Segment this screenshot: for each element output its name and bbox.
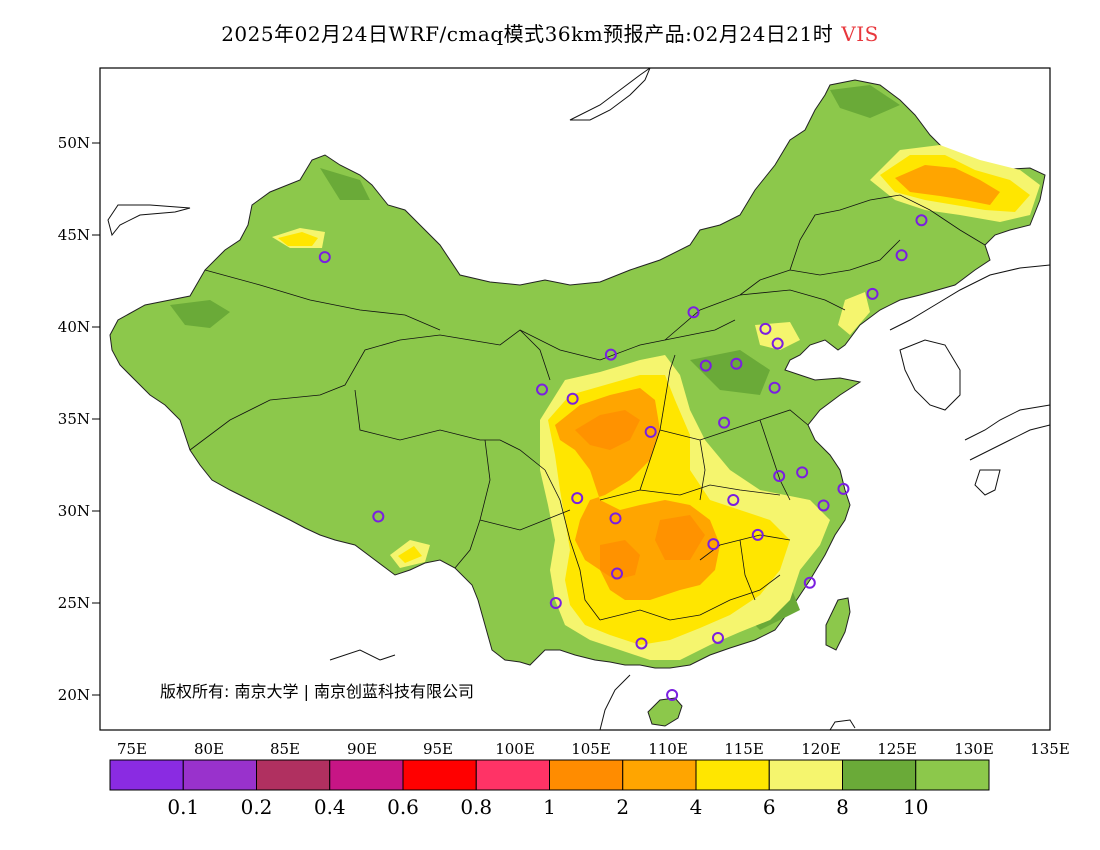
legend-swatch <box>622 759 697 791</box>
color-legend: 0.1 0.2 0.4 0.6 0.8 1 2 4 6 8 10 <box>109 759 990 819</box>
station-marker <box>707 538 720 551</box>
legend-label: 1 <box>543 795 556 819</box>
station-marker <box>837 482 850 495</box>
station-marker <box>771 337 784 350</box>
legend-swatch <box>695 759 770 791</box>
lat-axis: 50N 45N 40N 35N 30N 25N 20N <box>58 134 100 704</box>
lat-tick-label: 35N <box>58 410 90 428</box>
lat-tick-label: 50N <box>58 134 90 152</box>
monitoring-stations <box>318 214 928 701</box>
lon-tick-label: 90E <box>347 740 377 758</box>
lat-tick-label: 40N <box>58 318 90 336</box>
coastlines <box>107 68 1050 730</box>
legend-swatch <box>549 759 624 791</box>
station-marker <box>730 357 743 370</box>
lon-tick-label: 110E <box>648 740 688 758</box>
station-marker <box>866 287 879 300</box>
map-frame <box>99 67 1051 731</box>
legend-swatch <box>256 759 331 791</box>
station-marker <box>604 348 617 361</box>
lat-tick-label: 45N <box>58 226 90 244</box>
legend-label: 8 <box>836 795 849 819</box>
legend-label: 2 <box>616 795 629 819</box>
station-marker <box>571 492 584 505</box>
legend-label: 6 <box>763 795 776 819</box>
station-marker <box>718 416 731 429</box>
station-marker <box>699 359 712 372</box>
legend-label: 10 <box>903 795 928 819</box>
lat-tick-label: 20N <box>58 686 90 704</box>
station-marker <box>796 466 809 479</box>
lon-tick-label: 135E <box>1030 740 1070 758</box>
lon-tick-label: 120E <box>801 740 841 758</box>
legend-swatch <box>842 759 917 791</box>
hainan-island <box>647 697 683 727</box>
lon-tick-label: 130E <box>954 740 994 758</box>
legend-label: 0.4 <box>314 795 346 819</box>
lon-axis: 75E 80E 85E 90E 95E 100E 105E 110E 115E … <box>117 740 1070 758</box>
lon-tick-label: 75E <box>117 740 147 758</box>
station-marker <box>751 528 764 541</box>
lon-tick-label: 80E <box>194 740 224 758</box>
station-marker <box>536 383 549 396</box>
station-marker <box>666 689 679 701</box>
lon-tick-label: 95E <box>423 740 453 758</box>
legend-label: 0.8 <box>460 795 492 819</box>
legend-label: 0.2 <box>241 795 273 819</box>
legend-swatch <box>475 759 550 791</box>
station-marker <box>611 567 624 580</box>
legend-swatch <box>915 759 990 791</box>
station-marker <box>759 322 772 335</box>
legend-label: 4 <box>690 795 703 819</box>
station-marker <box>817 499 830 512</box>
station-marker <box>915 214 928 227</box>
map-area <box>107 68 1050 730</box>
lon-tick-label: 100E <box>495 740 535 758</box>
station-marker <box>711 631 724 644</box>
legend-label: 0.1 <box>167 795 199 819</box>
station-marker <box>644 425 657 438</box>
vis-1-2-areas <box>575 410 705 580</box>
variable-label: VIS <box>841 22 879 46</box>
lat-tick-label: 30N <box>58 502 90 520</box>
taiwan-island <box>825 597 851 651</box>
station-marker <box>635 637 648 650</box>
lat-tick-label: 25N <box>58 594 90 612</box>
legend-swatch <box>182 759 257 791</box>
station-marker <box>768 381 781 394</box>
station-marker <box>727 493 740 506</box>
station-marker <box>372 510 385 523</box>
station-marker <box>687 306 700 319</box>
station-marker <box>803 576 816 589</box>
copyright-text: 版权所有: 南京大学 | 南京创蓝科技有限公司 <box>160 682 474 701</box>
legend-swatch <box>329 759 404 791</box>
legend-swatch <box>402 759 477 791</box>
station-marker <box>549 597 562 609</box>
station-marker <box>318 251 331 264</box>
lon-tick-label: 115E <box>724 740 764 758</box>
title-text: 2025年02月24日WRF/cmaq模式36km预报产品:02月24日21时 <box>221 22 834 46</box>
lon-tick-label: 85E <box>270 740 300 758</box>
legend-label: 0.6 <box>387 795 419 819</box>
station-marker <box>895 249 908 262</box>
legend-swatch <box>768 759 843 791</box>
station-marker <box>609 512 622 525</box>
station-marker <box>773 470 786 483</box>
lon-tick-label: 125E <box>877 740 917 758</box>
legend-swatch <box>109 759 184 791</box>
province-boundaries <box>189 194 986 621</box>
map-title: 2025年02月24日WRF/cmaq模式36km预报产品:02月24日21时 V… <box>0 18 1100 47</box>
station-marker <box>566 392 579 405</box>
lon-tick-label: 105E <box>571 740 611 758</box>
